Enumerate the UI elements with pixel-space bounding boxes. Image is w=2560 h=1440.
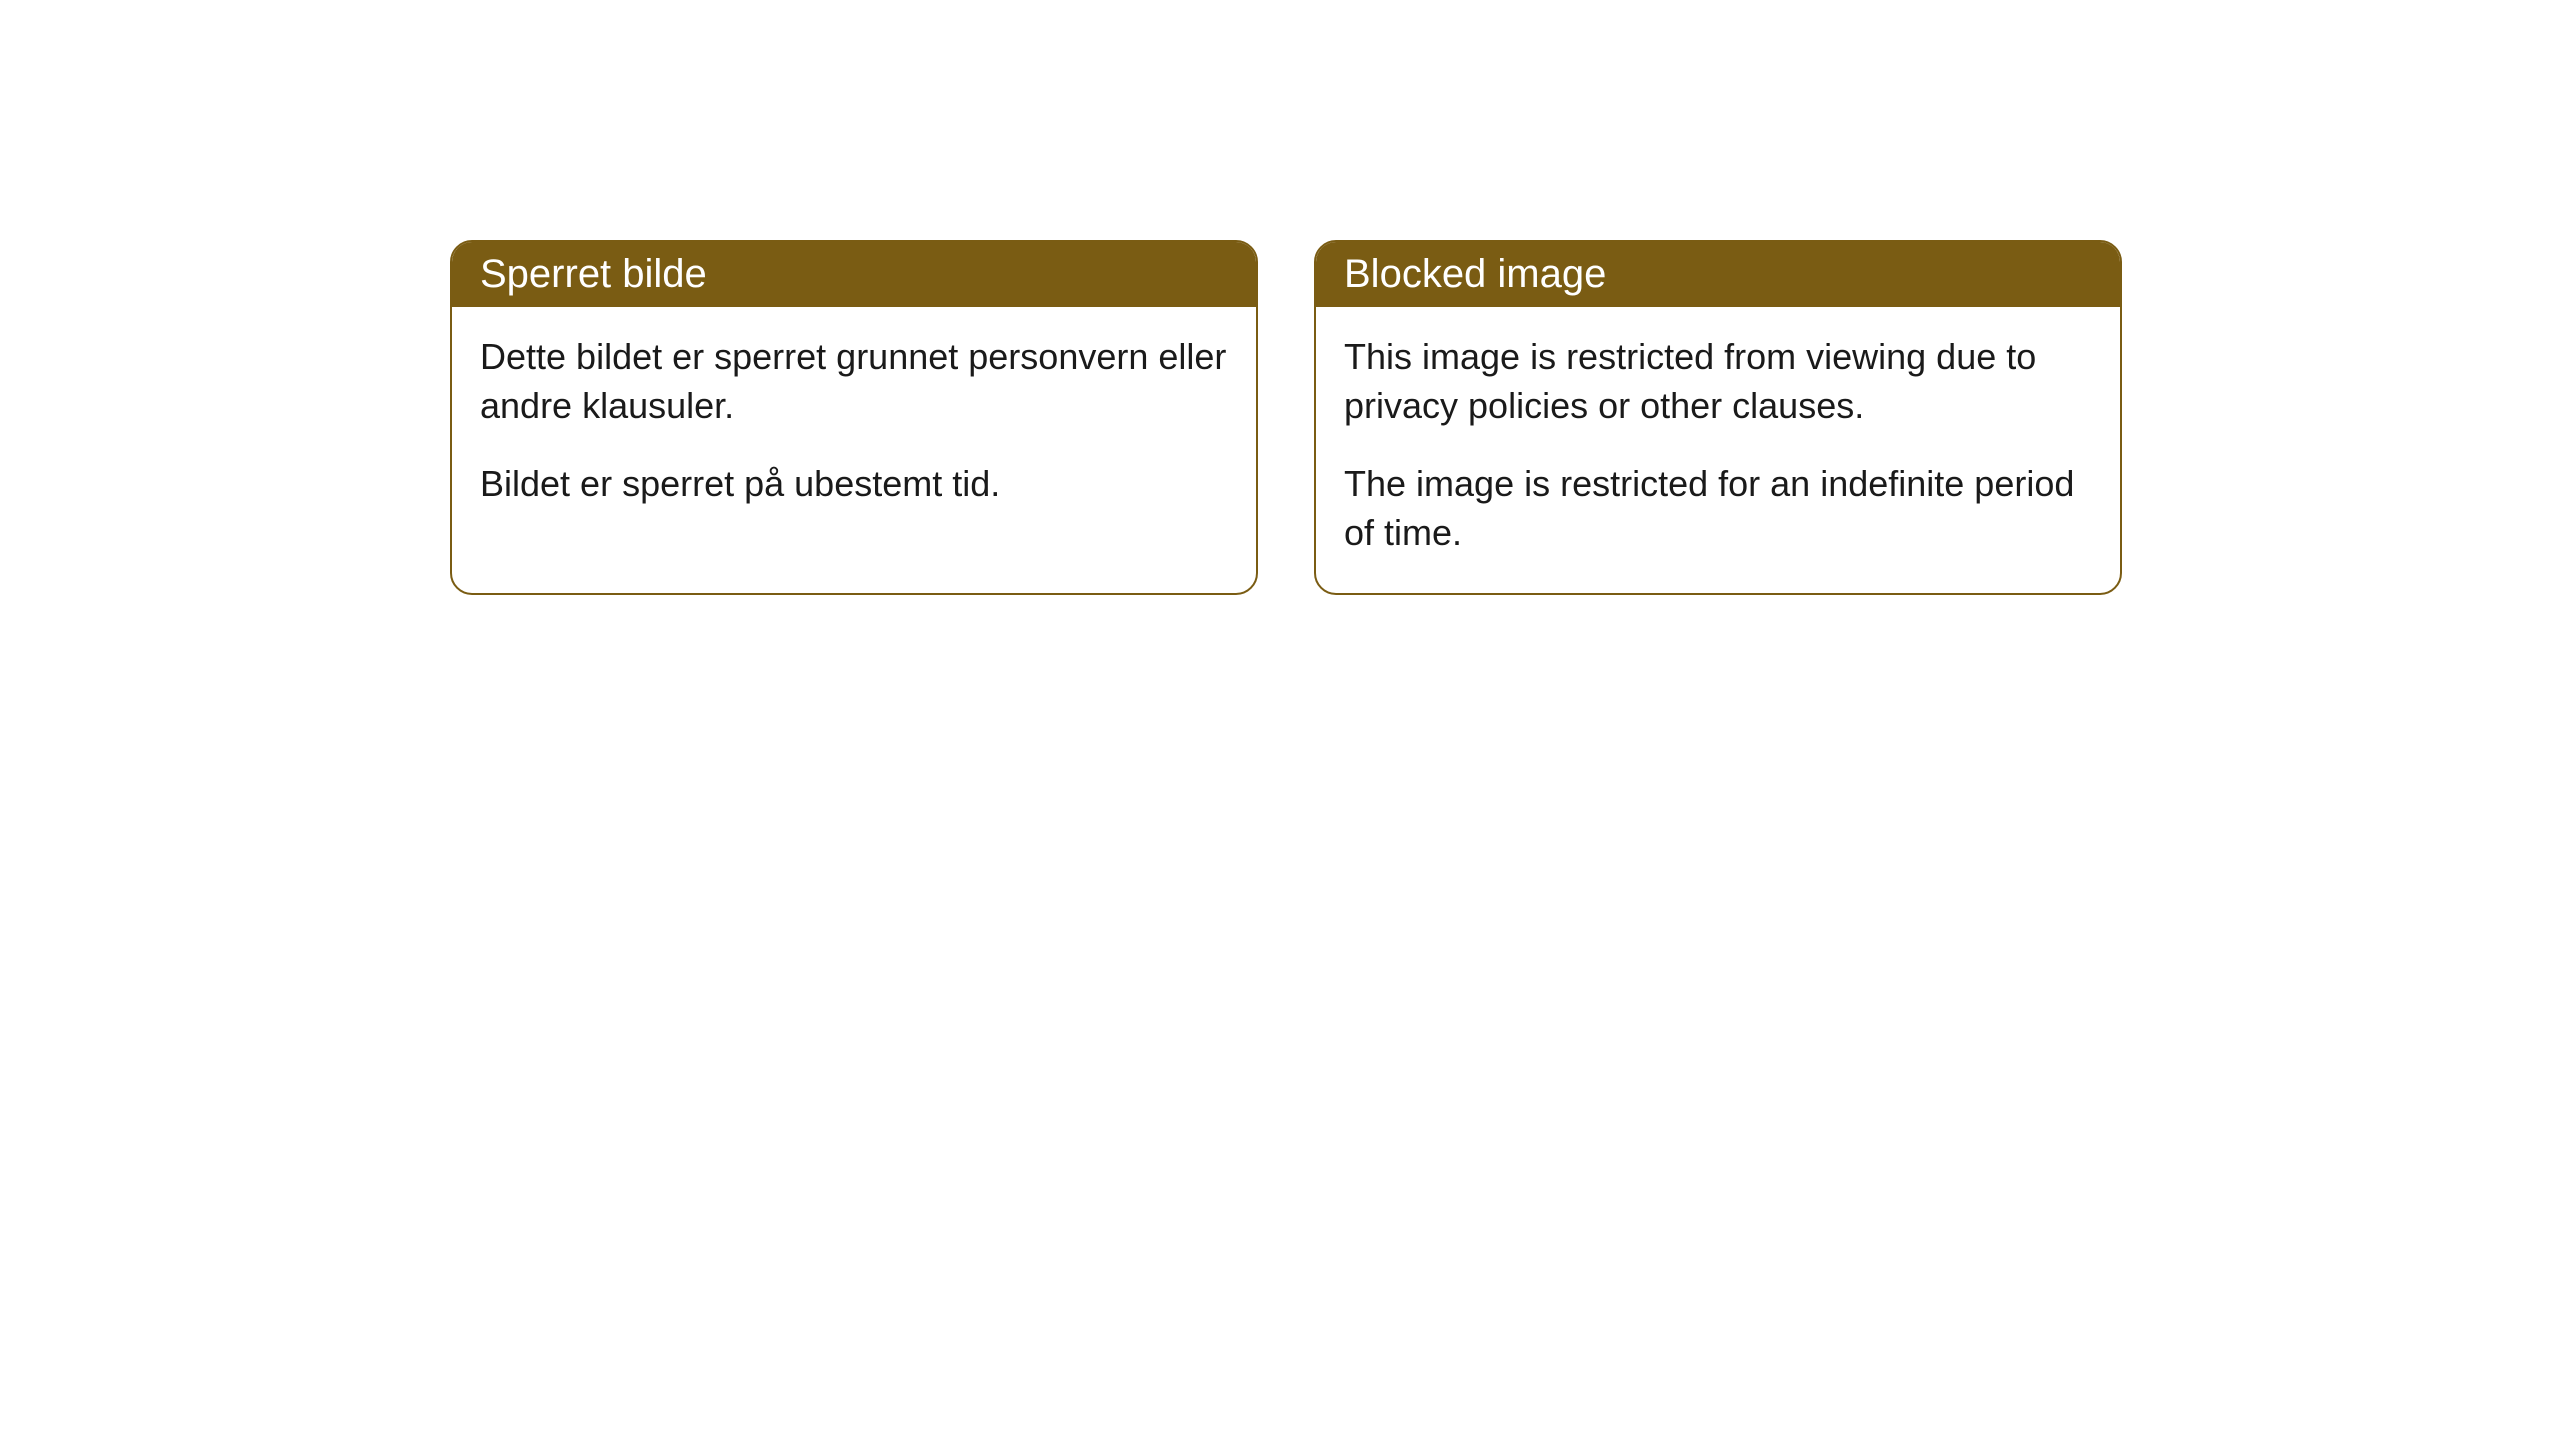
card-paragraph: Bildet er sperret på ubestemt tid. (480, 460, 1228, 509)
card-body: This image is restricted from viewing du… (1316, 307, 2120, 593)
card-title: Blocked image (1344, 252, 1606, 296)
card-header: Blocked image (1316, 242, 2120, 307)
card-paragraph: Dette bildet er sperret grunnet personve… (480, 333, 1228, 430)
card-paragraph: The image is restricted for an indefinit… (1344, 460, 2092, 557)
notice-cards-container: Sperret bilde Dette bildet er sperret gr… (450, 240, 2122, 595)
notice-card-norwegian: Sperret bilde Dette bildet er sperret gr… (450, 240, 1258, 595)
card-body: Dette bildet er sperret grunnet personve… (452, 307, 1256, 545)
card-title: Sperret bilde (480, 252, 707, 296)
notice-card-english: Blocked image This image is restricted f… (1314, 240, 2122, 595)
card-paragraph: This image is restricted from viewing du… (1344, 333, 2092, 430)
card-header: Sperret bilde (452, 242, 1256, 307)
